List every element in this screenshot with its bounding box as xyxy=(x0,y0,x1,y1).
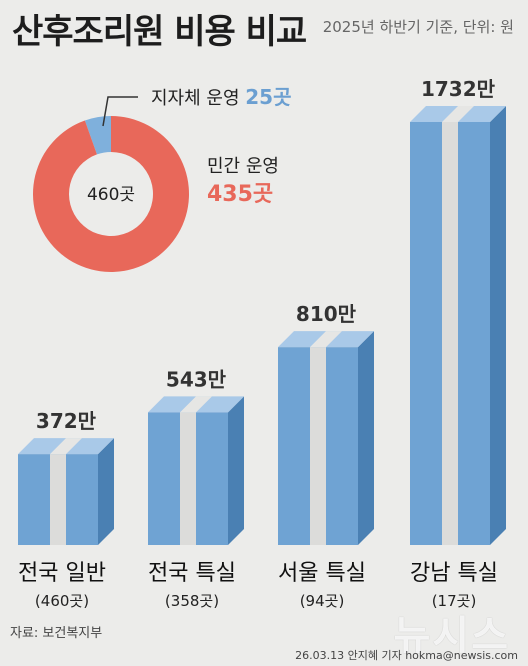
bar-count-label: (358곳) xyxy=(165,592,219,610)
bar-value-label: 372만 xyxy=(36,409,97,433)
source-note: 자료: 보건복지부 xyxy=(10,626,103,641)
bar-value-label: 543만 xyxy=(166,367,227,391)
chart-subtitle: 2025년 하반기 기준, 단위: 원 xyxy=(322,18,514,36)
bar-category-label: 전국 일반 xyxy=(18,561,106,586)
bar-ribbon xyxy=(50,454,66,545)
bar-ribbon xyxy=(180,412,196,545)
bar-2 xyxy=(148,396,244,545)
donut-label-private-value: 435곳 xyxy=(207,182,273,207)
bar-side-face xyxy=(490,106,506,545)
bar-ribbon xyxy=(442,122,458,545)
donut-center-label: 460곳 xyxy=(87,185,135,205)
donut-label-public: 지자체 운영 25곳 xyxy=(151,85,291,109)
donut-label-public-name: 지자체 운영 xyxy=(151,88,245,109)
donut-label-public-value: 25곳 xyxy=(245,85,291,109)
credit-line: 26.03.13 안지혜 기자 hokma@newsis.com xyxy=(295,649,518,662)
donut-slice-public xyxy=(84,116,111,155)
bar-3 xyxy=(278,331,374,545)
bar-side-face xyxy=(228,396,244,545)
donut-slice-private xyxy=(32,116,190,272)
bar-ribbon-top xyxy=(442,106,474,122)
bar-1 xyxy=(18,438,114,545)
bar-side-face xyxy=(358,331,374,545)
bar-category-label: 강남 특실 xyxy=(410,561,498,586)
donut-label-private-name: 민간 운영 xyxy=(207,156,279,177)
bar-ribbon-top xyxy=(50,438,82,455)
bar-ribbon-top xyxy=(310,331,342,348)
bar-category-label: 서울 특실 xyxy=(278,561,366,586)
bar-ribbon-top xyxy=(180,396,212,413)
bar-4 xyxy=(410,106,506,545)
bar-side-face xyxy=(98,438,114,545)
chart-title: 산후조리원 비용 비교 xyxy=(12,12,307,52)
bar-count-label: (94곳) xyxy=(300,592,345,610)
bar-value-label: 810만 xyxy=(296,302,357,326)
donut-leader-line xyxy=(102,96,138,127)
bar-count-label: (17곳) xyxy=(432,592,477,610)
bar-value-label: 1732만 xyxy=(421,77,496,101)
bar-count-label: (460곳) xyxy=(35,592,89,610)
bar-ribbon xyxy=(310,347,326,545)
watermark-logo: 뉴시스 xyxy=(393,613,510,659)
bar-category-label: 전국 특실 xyxy=(148,561,236,586)
